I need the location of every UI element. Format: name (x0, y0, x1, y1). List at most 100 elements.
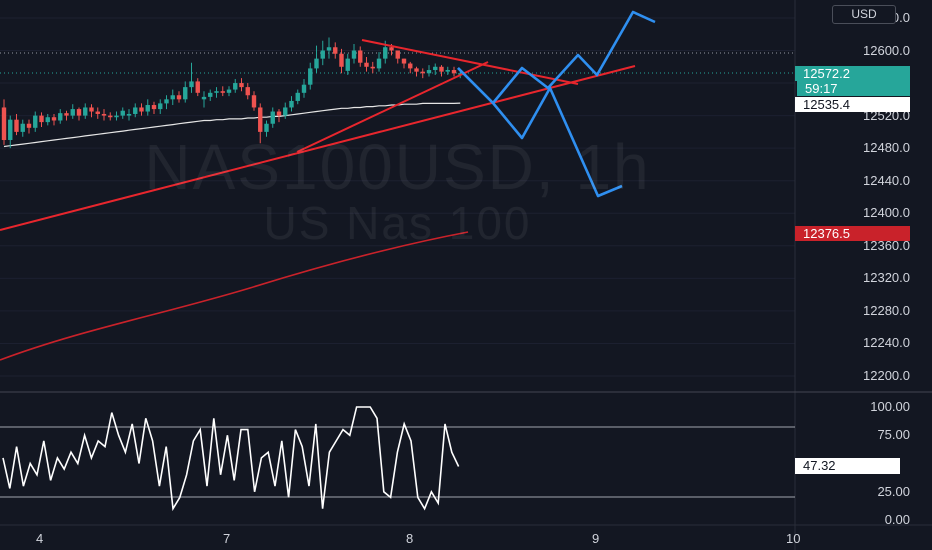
candle-body (301, 84, 307, 93)
candle-body (58, 113, 63, 121)
candle-body (276, 111, 282, 116)
indicator-line (2, 406, 460, 512)
candle-body (239, 83, 244, 88)
candle-body (151, 105, 157, 110)
triangle-lower-line (296, 61, 489, 153)
lower-trend-line (0, 65, 636, 231)
candle-body (120, 110, 125, 116)
candlesticks (1, 37, 463, 149)
candle-body (220, 91, 225, 93)
long-moving-average-line (0, 231, 469, 361)
candle-body (245, 87, 250, 96)
candle-body (1, 107, 7, 141)
projection-down-path (457, 67, 623, 198)
candle-body (383, 47, 388, 59)
candle-body (389, 47, 394, 51)
candle-body (126, 113, 132, 116)
candle-body (433, 66, 438, 71)
price-tick-label: 12480.0 (863, 140, 910, 156)
candle-body (70, 109, 75, 116)
price-tick-label: 12360.0 (863, 237, 910, 253)
candle-body (233, 83, 238, 90)
candle-body (139, 107, 144, 112)
candle-body (364, 62, 369, 67)
candle-body (208, 92, 213, 97)
indicator-tick-label: 75.00 (877, 427, 910, 443)
candle-body (420, 71, 425, 74)
candle-body (408, 63, 413, 69)
candle-body (445, 70, 450, 72)
candle-body (158, 103, 163, 110)
candle-body (89, 107, 94, 112)
candle-body (320, 50, 325, 59)
candle-body (145, 105, 150, 112)
time-tick-label: 8 (406, 531, 414, 546)
projection-up-path (457, 10, 656, 105)
candle-body (395, 50, 400, 59)
candle-body (401, 58, 407, 64)
price-tick-label: 12400.0 (863, 205, 910, 221)
candle-body (189, 81, 194, 88)
candle-body (426, 70, 432, 74)
candle-body (270, 111, 275, 124)
candle-body (101, 113, 107, 116)
candle-body (351, 50, 357, 59)
candle-body (45, 117, 50, 123)
indicator-value-tag: 47.32 (795, 458, 900, 474)
price-tick-label: 12280.0 (863, 302, 910, 318)
candle-body (114, 115, 119, 118)
candle-body (39, 115, 44, 123)
candle-body (308, 68, 313, 85)
candle-body (451, 70, 457, 74)
indicator-tick-label: 25.00 (877, 483, 910, 499)
candle-body (95, 111, 100, 114)
candle-body (195, 81, 200, 93)
candle-body (64, 113, 69, 116)
candle-body (314, 58, 319, 69)
candle-body (358, 50, 363, 63)
time-tick-label: 4 (36, 531, 44, 546)
triangle-upper-line (361, 39, 579, 85)
candle-body (26, 123, 32, 128)
candle-body (133, 107, 138, 114)
candle-body (370, 66, 375, 69)
indicator-tick-label: 100.00 (870, 399, 910, 414)
price-tick-label: 12320.0 (863, 270, 910, 286)
candle-body (83, 107, 88, 116)
candle-body (214, 91, 219, 93)
time-tick-label: 10 (786, 531, 801, 546)
currency-button[interactable]: USD (832, 5, 896, 24)
trend-lines (0, 39, 636, 231)
candle-body (8, 119, 13, 141)
candle-body (251, 95, 257, 108)
candle-body (345, 58, 350, 71)
candle-body (33, 115, 38, 128)
candle-body (295, 92, 300, 101)
candle-body (164, 99, 169, 104)
price-grid (0, 17, 795, 377)
candle-body (289, 100, 294, 108)
candle-body (458, 73, 463, 75)
candle-body (339, 53, 344, 67)
moving-average-line (3, 102, 461, 148)
candle-body (51, 117, 57, 121)
candle-body (201, 96, 207, 100)
candle-body (226, 89, 232, 93)
price-tick-label: 12240.0 (863, 335, 910, 351)
candle-body (76, 109, 82, 116)
candle-body (283, 107, 288, 116)
candle-body (326, 47, 332, 51)
candle-body (264, 123, 269, 132)
candle-body (258, 107, 263, 132)
candle-body (183, 87, 188, 100)
candle-body (439, 66, 444, 72)
candle-body (108, 115, 113, 118)
price-tag: 12535.4 (795, 97, 910, 112)
candle-body (176, 95, 182, 100)
price-tick-label: 12600.0 (863, 42, 910, 58)
price-tag: 12572.2 (795, 66, 910, 81)
candle-body (376, 58, 382, 69)
price-tick-label: 12440.0 (863, 172, 910, 188)
candle-body (20, 123, 25, 132)
